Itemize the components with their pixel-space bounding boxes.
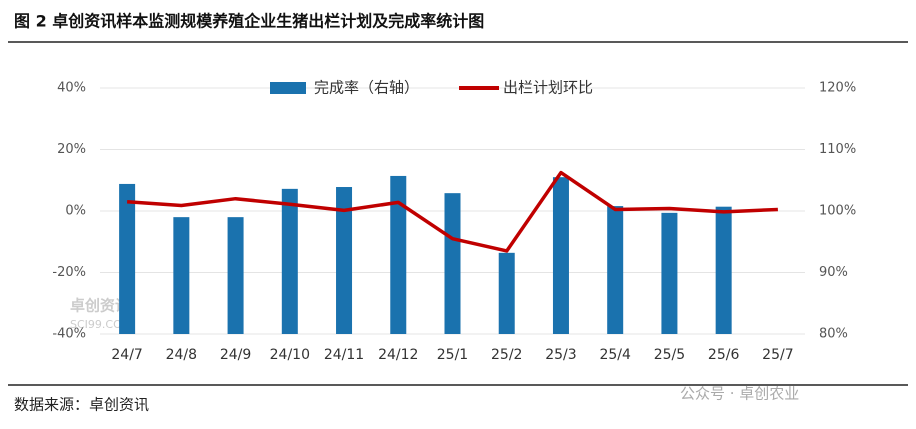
watermark: 公众号 · 卓创农业 <box>680 385 799 403</box>
bar <box>390 175 407 334</box>
bar <box>336 187 353 334</box>
x-tick-label: 24/7 <box>111 347 142 363</box>
bar <box>173 217 190 334</box>
x-tick-label: 25/1 <box>437 347 468 363</box>
bar <box>444 193 461 334</box>
bar <box>715 206 732 334</box>
y2-tick-label: 120% <box>819 81 856 96</box>
x-tick-label: 24/9 <box>220 347 251 363</box>
bar <box>227 217 244 334</box>
y-tick-label: -40% <box>52 327 86 342</box>
x-tick-label: 24/10 <box>270 347 310 363</box>
bar <box>552 177 569 334</box>
bar <box>119 183 136 334</box>
logo-text: SCI99.COM <box>70 318 131 331</box>
y-tick-label: 40% <box>57 81 86 96</box>
x-tick-label: 25/4 <box>599 347 631 363</box>
y-tick-label: 0% <box>65 204 86 219</box>
bar <box>661 212 678 334</box>
bar <box>281 188 298 334</box>
legend-label: 完成率（右轴） <box>314 79 419 97</box>
y2-tick-label: 80% <box>819 327 848 342</box>
y2-tick-label: 90% <box>819 265 848 280</box>
source: 数据来源：卓创资讯 <box>14 396 149 414</box>
bar <box>498 252 515 334</box>
x-tick-label: 25/3 <box>545 347 576 363</box>
x-tick-label: 25/6 <box>708 347 740 363</box>
x-tick-label: 25/2 <box>491 347 522 363</box>
y2-tick-label: 110% <box>819 142 856 157</box>
y-tick-label: -20% <box>52 265 86 280</box>
bar <box>607 206 624 334</box>
y2-tick-label: 100% <box>819 204 856 219</box>
legend-swatch <box>270 82 306 94</box>
logo-text: 卓创资讯 <box>70 297 130 315</box>
x-tick-label: 25/7 <box>762 347 793 363</box>
legend-label: 出栏计划环比 <box>503 79 593 97</box>
line <box>126 170 778 253</box>
x-tick-label: 24/12 <box>378 347 418 363</box>
y-tick-label: 20% <box>57 142 86 157</box>
x-tick-label: 24/8 <box>166 347 197 363</box>
chart-title: 图 2 卓创资讯样本监测规模养殖企业生猪出栏计划及完成率统计图 <box>14 12 484 31</box>
x-tick-label: 24/11 <box>324 347 364 363</box>
x-tick-label: 25/5 <box>654 347 685 363</box>
